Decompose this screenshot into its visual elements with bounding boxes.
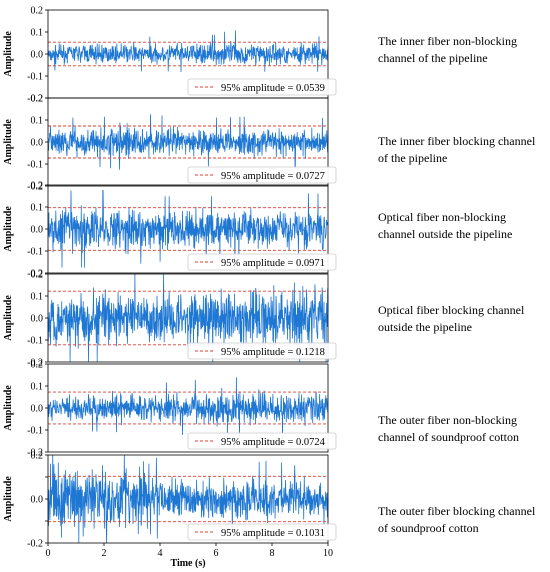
legend-box xyxy=(187,253,337,271)
signal-line xyxy=(47,190,329,268)
y-tick-label: 0.2 xyxy=(31,6,44,17)
y-tick-label: -0.2 xyxy=(27,269,43,280)
y-tick-label: 0.0 xyxy=(31,50,44,61)
legend-box xyxy=(187,166,337,184)
legend-box xyxy=(187,342,337,360)
legend-label: 95% amplitude = 0.0724 xyxy=(221,437,326,448)
x-tick-label: 10 xyxy=(323,548,333,559)
legend: 95% amplitude = 0.0971 xyxy=(187,253,337,271)
x-tick-label: 2 xyxy=(102,548,107,559)
y-tick-label: 0.1 xyxy=(31,28,44,39)
legend: 95% amplitude = 0.1031 xyxy=(187,523,337,541)
y-tick-label: -0.2 xyxy=(27,539,43,550)
y-tick-label: -0.2 xyxy=(27,448,43,459)
y-axis-label: Amplitude xyxy=(3,385,14,431)
x-tick-label: 8 xyxy=(270,548,275,559)
legend-label: 95% amplitude = 0.0727 xyxy=(221,171,325,182)
y-axis-label: Amplitude xyxy=(3,206,14,252)
signal-line xyxy=(47,454,329,544)
signal-line xyxy=(47,114,329,170)
y-tick-label: 0.0 xyxy=(31,495,44,506)
panel-4: 0.2 0.1 0.0 -0.1 -0.2 Amplitude 95% amplitude … xyxy=(3,270,337,369)
y-tick-label: 0.2 xyxy=(31,451,44,462)
panel-caption: The outer fiber blocking channel of soun… xyxy=(378,504,536,535)
y-tick-label: -0.2 xyxy=(27,358,43,369)
panel-caption: Optical fiber blocking channel outside t… xyxy=(378,303,525,334)
x-tick-label: 4 xyxy=(158,548,163,559)
x-axis-label: Time (s) xyxy=(170,558,205,569)
legend-label: 95% amplitude = 0.0539 xyxy=(221,83,325,94)
legend-label: 95% amplitude = 0.0971 xyxy=(221,258,325,269)
y-axis-label: Amplitude xyxy=(3,476,14,522)
legend-label: 95% amplitude = 0.1031 xyxy=(221,528,325,539)
panel-3: 0.2 0.1 0.0 -0.1 -0.2 Amplitude 95% amplitude … xyxy=(3,181,337,280)
y-tick-label: -0.1 xyxy=(27,247,43,258)
signal-line xyxy=(47,30,329,73)
panel-caption: The outer fiber non-blocking channel of … xyxy=(378,413,519,444)
legend-box xyxy=(187,78,337,96)
legend: 95% amplitude = 0.1218 xyxy=(187,342,337,360)
y-tick-label: 0.0 xyxy=(31,225,44,236)
legend: 95% amplitude = 0.0724 xyxy=(187,432,337,450)
panel-caption: The inner fiber non-blocking channel of … xyxy=(378,34,517,65)
y-tick-label: -0.1 xyxy=(27,72,43,83)
y-tick-label: 0.1 xyxy=(31,292,44,303)
y-tick-label: 0.2 xyxy=(31,181,44,192)
y-tick-label: 0.1 xyxy=(31,116,44,127)
legend-box xyxy=(187,523,337,541)
y-tick-label: -0.2 xyxy=(27,94,43,105)
x-tick-label: 0 xyxy=(46,548,51,559)
y-tick-label: 0.2 xyxy=(31,94,44,105)
legend: 95% amplitude = 0.0539 xyxy=(187,78,337,96)
y-tick-label: 0.2 xyxy=(31,270,44,281)
signal-line xyxy=(47,377,329,440)
panel-6: 0.2 0.0 -0.2 Amplitude 0 2 4 6 8 10 Time (s) 95% am… xyxy=(3,451,337,569)
y-tick-label: 0.0 xyxy=(31,138,44,149)
panel-caption: Optical fiber non-blocking channel outsi… xyxy=(378,210,513,241)
y-tick-label: -0.1 xyxy=(27,160,43,171)
legend-box xyxy=(187,432,337,450)
y-tick-label: -0.2 xyxy=(27,182,43,193)
panel-caption: The inner fiber blocking channel of the … xyxy=(378,134,536,165)
y-tick-label: -0.1 xyxy=(27,336,43,347)
y-tick-label: 0.1 xyxy=(31,382,44,393)
panel-5: 0.2 0.1 0.0 -0.1 -0.2 Amplitude 95% amplitude … xyxy=(3,360,337,459)
y-tick-label: 0.2 xyxy=(31,360,44,371)
legend: 95% amplitude = 0.0727 xyxy=(187,166,337,184)
y-axis-label: Amplitude xyxy=(3,31,14,77)
y-axis-label: Amplitude xyxy=(3,295,14,341)
y-tick-label: 0.0 xyxy=(31,404,44,415)
panel-1: 0.2 0.1 0.0 -0.1 -0.2 Amplitude 95% amplitude … xyxy=(3,6,337,105)
y-tick-label: -0.1 xyxy=(27,426,43,437)
y-tick-label: 0.1 xyxy=(31,203,44,214)
signal-line xyxy=(47,273,329,363)
x-tick-label: 6 xyxy=(214,548,219,559)
panel-2: 0.2 0.1 0.0 -0.1 -0.2 Amplitude 95% amplitude … xyxy=(3,94,337,193)
y-tick-label: 0.0 xyxy=(31,314,44,325)
y-axis-label: Amplitude xyxy=(3,119,14,165)
legend-label: 95% amplitude = 0.1218 xyxy=(221,347,325,358)
